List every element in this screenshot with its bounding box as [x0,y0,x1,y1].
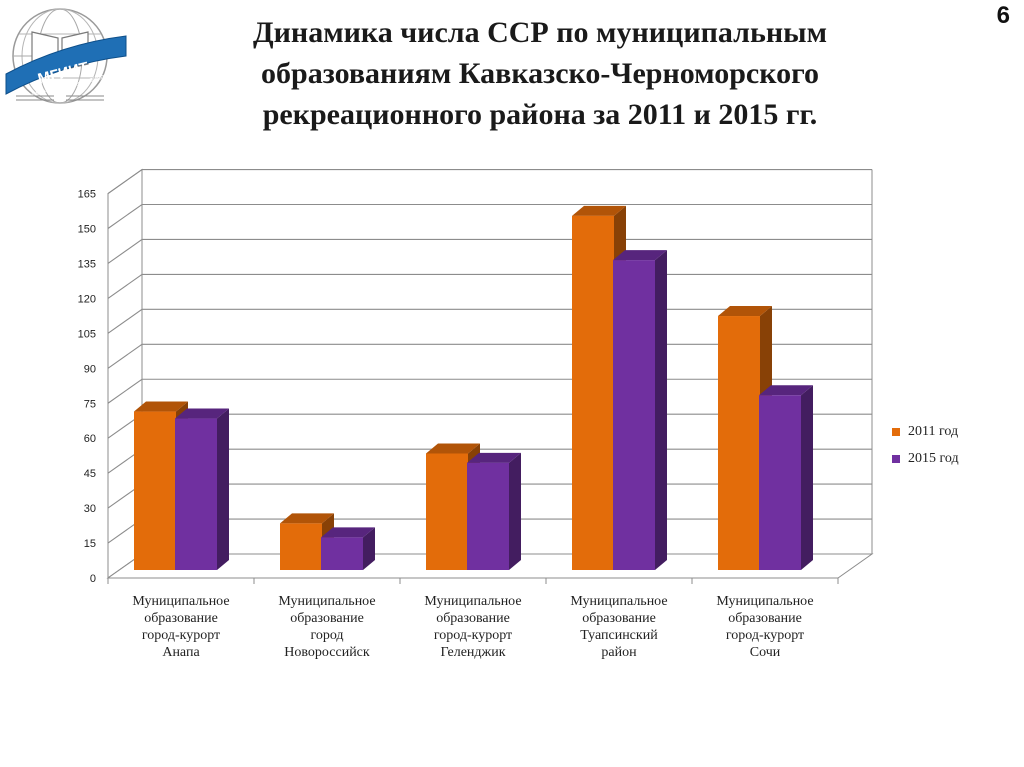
y-tick-label: 120 [78,293,96,305]
legend-label-2011: 2011 год [908,423,959,439]
title-line-1: Динамика числа ССР по муниципальным [252,16,827,49]
y-tick-label: 30 [84,503,96,515]
y-tick-label: 150 [78,224,96,236]
y-tick-label: 75 [84,398,96,410]
bar-2015 [467,452,521,570]
y-tick-label: 45 [84,468,96,480]
legend-swatch-2011 [892,427,900,436]
legend-item-2011: 2011 год [892,418,959,445]
gridline [107,238,872,264]
x-category-label: Муниципальное образование город-курорт Сочи [716,594,813,660]
legend-item-2015: 2015 год [892,445,959,472]
x-category-label: Муниципальное образование город Новороссийс… [278,594,375,660]
mgiit-logo: МГИИТ имени Ю.А. Сенкевича [5,8,127,104]
y-tick-label: 15 [84,538,96,550]
y-tick-label: 0 [90,573,96,585]
y-tick-label: 165 [78,189,96,201]
gridline [107,203,872,229]
chart-back-wall [142,169,872,555]
x-category-label: Муниципальное образование город-курорт Анап… [132,594,229,660]
bar-2015 [175,408,229,570]
gridline [107,169,872,194]
bar-2015 [759,385,813,570]
legend-label-2015: 2015 год [908,450,959,466]
slide-title: Динамика числа ССР по муниципальным обра… [150,12,930,135]
title-line-3: рекреационного района за 2011 и 2015 гг. [262,98,818,131]
title-line-2: образованиям Кавказско-Черноморского [261,57,819,90]
y-tick-label: 90 [84,363,96,375]
x-category-label: Муниципальное образование Туапсинский район [570,594,667,660]
chart-legend: 2011 год 2015 год [892,418,959,472]
legend-swatch-2015 [892,454,900,463]
x-category-label: Муниципальное образование город-курорт Геле… [424,594,521,660]
y-tick-label: 60 [84,433,96,445]
y-tick-label: 135 [78,258,96,270]
y-tick-label: 105 [78,328,96,340]
page-number: 6 [996,2,1010,29]
bar-2015 [321,527,375,570]
bar-2015 [613,250,667,571]
